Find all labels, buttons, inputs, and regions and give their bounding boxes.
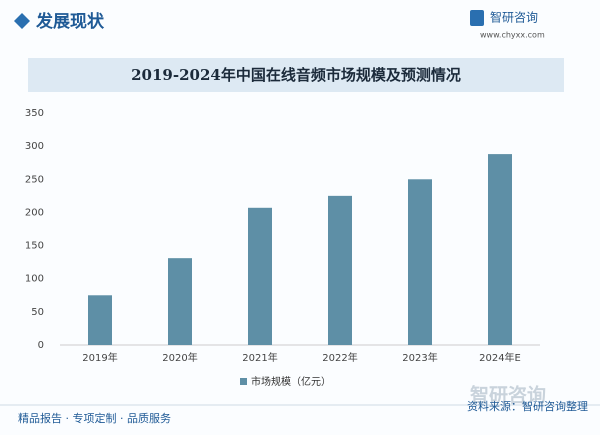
y-tick-label: 100 [25, 274, 44, 285]
bar [488, 154, 512, 345]
slogan: 精品报告 · 专项定制 · 品质服务 [18, 411, 171, 425]
url: www.chyxx.com [480, 31, 545, 40]
source: 资料来源：智研咨询整理 [467, 399, 588, 413]
legend-swatch [240, 378, 247, 385]
x-tick-label: 2020年 [162, 351, 197, 364]
footer-logo: 智研咨询 [470, 384, 546, 407]
header-icon [14, 13, 30, 29]
bar [248, 207, 272, 345]
y-tick-label: 0 [38, 340, 44, 351]
bar [328, 195, 352, 345]
y-tick-label: 250 [25, 174, 44, 185]
x-tick-label: 2024年E [479, 351, 521, 364]
y-tick-label: 350 [25, 108, 44, 119]
y-tick-label: 150 [25, 241, 44, 252]
brand: 智研咨询 [490, 10, 538, 25]
logo-icon [470, 10, 484, 26]
bar [408, 179, 432, 345]
x-tick-label: 2019年 [82, 351, 117, 364]
x-tick-label: 2022年 [322, 351, 357, 364]
x-tick-label: 2023年 [402, 351, 437, 364]
section-title: 发展现状 [35, 11, 105, 32]
chart-title: 2019-2024年中国在线音频市场规模及预测情况 [131, 66, 461, 84]
legend-label: 市场规模（亿元） [251, 375, 331, 388]
y-tick-label: 300 [25, 141, 44, 152]
y-tick-label: 50 [31, 307, 44, 318]
bar [88, 295, 112, 345]
bar [168, 258, 192, 345]
title-banner [28, 58, 564, 92]
y-tick-label: 200 [25, 207, 44, 218]
plot: 0 50 100 150 200 250 300 350 2019年 2020年 2021年 2022… [25, 108, 540, 388]
x-tick-label: 2021年 [242, 351, 277, 364]
